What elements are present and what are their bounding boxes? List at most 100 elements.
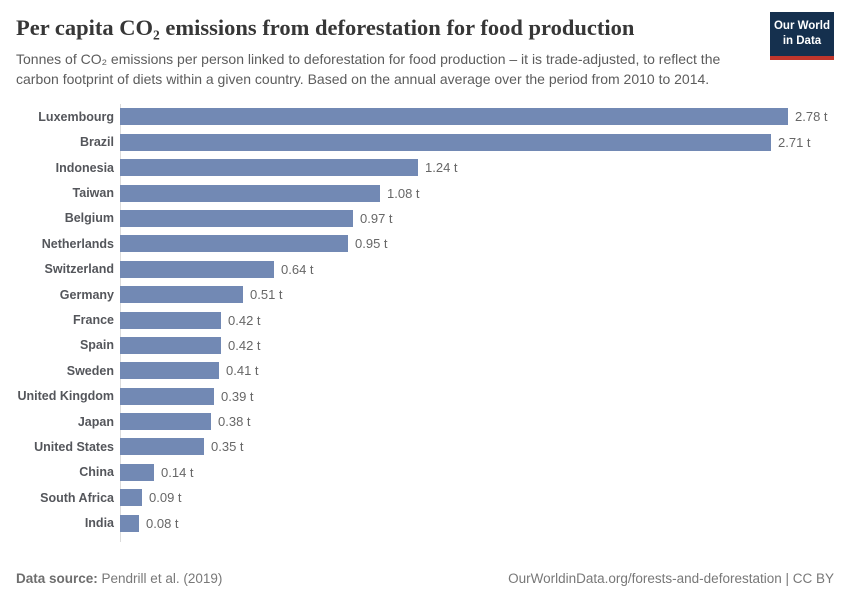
country-label: Brazil (79, 135, 114, 150)
bar-area: 0.97 t (120, 209, 834, 227)
country-label: Sweden (66, 363, 114, 378)
value-label: 0.42 t (228, 337, 261, 353)
bar-row: Brazil 2.71 t (16, 130, 834, 155)
data-source: Data source: Pendrill et al. (2019) (16, 571, 222, 586)
value-label: 0.41 t (226, 363, 259, 379)
chart-title: Per capita CO₂ emissions from deforestat… (16, 15, 635, 40)
value-label: 2.71 t (778, 134, 811, 150)
bar-area: 0.51 t (120, 286, 834, 304)
owid-logo: Our World in Data (770, 12, 834, 60)
bar (120, 108, 788, 126)
country-label: South Africa (40, 490, 114, 505)
value-label: 0.09 t (149, 490, 182, 506)
value-label: 0.42 t (228, 312, 261, 328)
country-label: Indonesia (55, 160, 114, 175)
country-label: Germany (59, 287, 114, 302)
chart-subtitle: Tonnes of CO₂ emissions per person linke… (16, 51, 721, 87)
value-label: 2.78 t (795, 109, 828, 125)
bar (120, 413, 211, 431)
bar-row: Belgium 0.97 t (16, 206, 834, 231)
footer-link[interactable]: OurWorldinData.org/forests-and-deforesta… (508, 571, 834, 586)
bar-area: 0.41 t (120, 362, 834, 380)
bar (120, 514, 139, 532)
bar-row: United States 0.35 t (16, 434, 834, 459)
bar-area: 1.24 t (120, 159, 834, 177)
country-label: Japan (77, 414, 114, 429)
bar (120, 336, 221, 354)
bar-row: Germany 0.51 t (16, 282, 834, 307)
value-label: 1.08 t (387, 185, 420, 201)
country-label: United States (34, 439, 114, 454)
bar-row: South Africa 0.09 t (16, 485, 834, 510)
bar (120, 133, 771, 151)
bar (120, 489, 142, 507)
bar-row: Taiwan 1.08 t (16, 180, 834, 205)
bar-row: China 0.14 t (16, 460, 834, 485)
bar-area: 0.38 t (120, 413, 834, 431)
bar (120, 387, 214, 405)
value-label: 0.38 t (218, 414, 251, 430)
data-source-value: Pendrill et al. (2019) (97, 571, 223, 586)
bar-row: India 0.08 t (16, 510, 834, 535)
value-label: 1.24 t (425, 160, 458, 176)
country-label: India (84, 516, 114, 531)
bar-area: 1.08 t (120, 184, 834, 202)
country-label: Belgium (64, 211, 114, 226)
value-label: 0.51 t (250, 287, 283, 303)
bar-area: 0.42 t (120, 311, 834, 329)
bar (120, 463, 154, 481)
value-label: 0.95 t (355, 236, 388, 252)
bar-rows-container: Luxembourg 2.78 t Brazil 2.71 t Indonesia 1.2… (16, 104, 834, 536)
country-label: United Kingdom (17, 389, 114, 404)
value-label: 0.14 t (161, 464, 194, 480)
bar (120, 311, 221, 329)
value-label: 0.39 t (221, 388, 254, 404)
bar-area: 0.64 t (120, 260, 834, 278)
country-label: Switzerland (44, 262, 114, 277)
bar-area: 0.95 t (120, 235, 834, 253)
country-label: Spain (79, 338, 114, 353)
value-label: 0.64 t (281, 261, 314, 277)
bar-area: 0.42 t (120, 336, 834, 354)
value-label: 0.35 t (211, 439, 244, 455)
bar (120, 438, 204, 456)
bar-row: Switzerland 0.64 t (16, 257, 834, 282)
bar-row: Sweden 0.41 t (16, 358, 834, 383)
country-label: China (79, 465, 114, 480)
header: Per capita CO₂ emissions from deforestat… (16, 12, 834, 89)
data-source-label: Data source: (16, 571, 98, 586)
owid-logo-line1: Our World (773, 20, 830, 32)
bar (120, 184, 380, 202)
bar-area: 2.71 t (120, 133, 834, 151)
bar-area: 0.08 t (120, 514, 834, 532)
bar-row: France 0.42 t (16, 307, 834, 332)
bar-area: 0.39 t (120, 387, 834, 405)
bar-row: Japan 0.38 t (16, 409, 834, 434)
bar-area: 0.35 t (120, 438, 834, 456)
country-label: Luxembourg (38, 109, 114, 124)
bar (120, 362, 219, 380)
footer: Data source: Pendrill et al. (2019) OurW… (16, 571, 834, 586)
bar (120, 235, 348, 253)
bar-area: 0.14 t (120, 463, 834, 481)
bar-area: 0.09 t (120, 489, 834, 507)
country-label: Taiwan (72, 186, 114, 201)
country-label: France (73, 313, 114, 327)
bar-row: Indonesia 1.24 t (16, 155, 834, 180)
bar-chart: Luxembourg 2.78 t Brazil 2.71 t Indonesia 1.2… (16, 104, 834, 544)
bar (120, 159, 418, 177)
bar-area: 2.78 t (120, 108, 834, 126)
bar-row: United Kingdom 0.39 t (16, 383, 834, 408)
bar-row: Netherlands 0.95 t (16, 231, 834, 256)
bar-row: Luxembourg 2.78 t (16, 104, 834, 129)
bar (120, 209, 353, 227)
bar-row: Spain 0.42 t (16, 333, 834, 358)
owid-logo-line2: in Data (782, 34, 822, 47)
header-text: Per capita CO₂ emissions from deforestat… (16, 12, 760, 89)
country-label: Netherlands (41, 236, 114, 251)
value-label: 0.97 t (360, 210, 393, 226)
bar (120, 260, 274, 278)
value-label: 0.08 t (146, 515, 179, 531)
bar (120, 286, 243, 304)
